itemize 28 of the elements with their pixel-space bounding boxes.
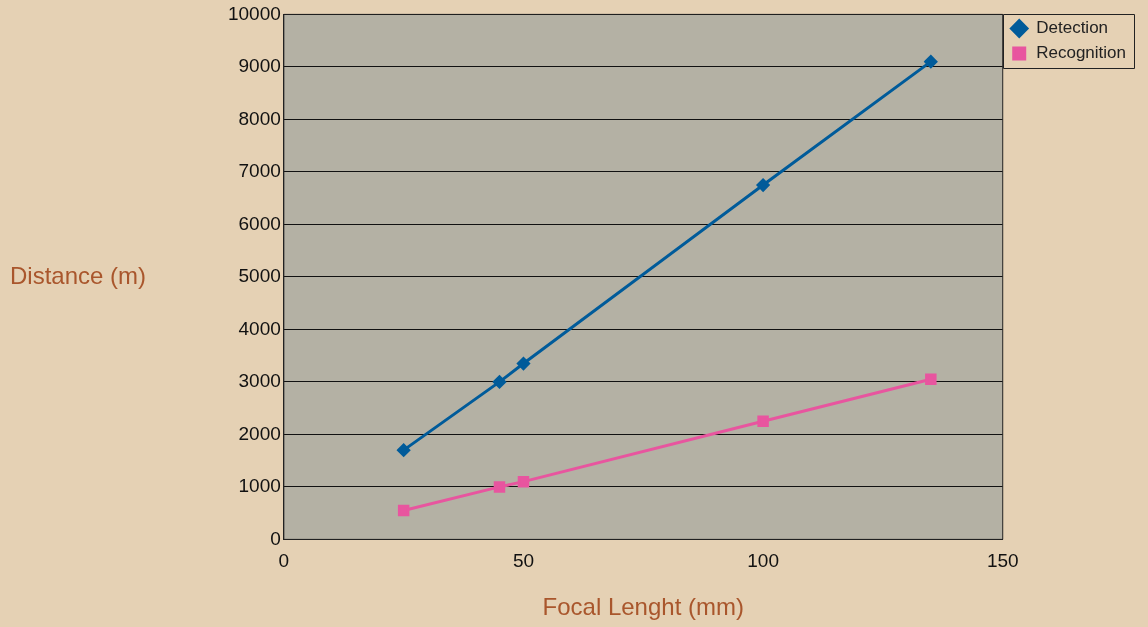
point: [925, 373, 937, 386]
x-tick-label: 50: [512, 550, 535, 572]
point: [397, 443, 411, 457]
y-tick-label: 9000: [238, 55, 281, 77]
x-tick-label: 150: [986, 550, 1019, 572]
y-tick-label: 4000: [238, 317, 281, 339]
y-tick-label: 6000: [238, 212, 281, 234]
point: [517, 475, 530, 488]
point: [756, 178, 770, 192]
y-tick-label: 0: [270, 527, 281, 549]
y-tick-label: 10000: [227, 2, 281, 24]
point: [924, 55, 938, 69]
point: [516, 357, 530, 371]
point: [493, 481, 506, 493]
y-tick-label: 7000: [238, 160, 281, 182]
x-tick-label: 100: [747, 550, 779, 572]
y-tick-label: 3000: [238, 370, 281, 392]
x-axis-title: Focal Lenght (mm): [542, 593, 744, 621]
y-axis-title: Distance (m): [10, 261, 147, 289]
y-tick-label: 8000: [238, 107, 281, 129]
legend-label: Detection: [1036, 18, 1109, 38]
y-tick-label: 1000: [238, 475, 281, 497]
point: [397, 504, 410, 517]
y-tick-label: 2000: [238, 422, 281, 444]
legend-label: Recognition: [1036, 43, 1126, 63]
point: [757, 415, 769, 428]
y-tick-label: 5000: [238, 265, 281, 287]
point: [493, 375, 506, 389]
